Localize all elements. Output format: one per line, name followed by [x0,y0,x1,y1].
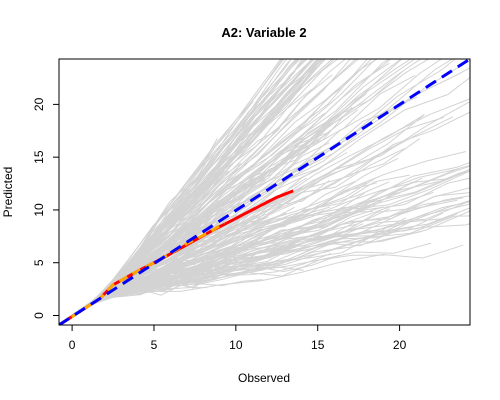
background-line [59,231,394,325]
background-lines [59,59,470,325]
background-line [59,219,415,325]
x-tick-label: 20 [393,338,407,352]
background-line [59,59,292,325]
background-line [59,59,377,325]
background-line [59,178,451,325]
background-line [59,59,288,325]
y-tick-label: 5 [32,259,46,266]
x-axis: 0 5 10 15 20 [69,324,407,352]
background-line [59,203,470,325]
background-line [59,236,330,325]
y-tick-label: 15 [32,150,46,164]
background-line [59,59,403,325]
identity-line-line [59,59,470,325]
y-axis: 0 5 10 15 20 [32,97,59,319]
fit-lines [59,59,470,325]
y-tick-label: 20 [32,97,46,111]
x-tick-label: 0 [69,338,76,352]
x-tick-label: 15 [311,338,325,352]
x-tick-label: 10 [229,338,243,352]
background-line [59,59,327,325]
fitted-orange-line [59,221,226,325]
y-tick-label: 0 [32,312,46,319]
background-line [59,59,283,325]
y-axis-label: Predicted [1,167,15,218]
x-tick-label: 5 [151,338,158,352]
background-line [59,59,297,325]
y-tick-label: 10 [32,203,46,217]
background-line [59,165,470,325]
chart-title: A2: Variable 2 [221,25,306,40]
background-line [59,59,359,325]
x-axis-label: Observed [238,371,290,385]
